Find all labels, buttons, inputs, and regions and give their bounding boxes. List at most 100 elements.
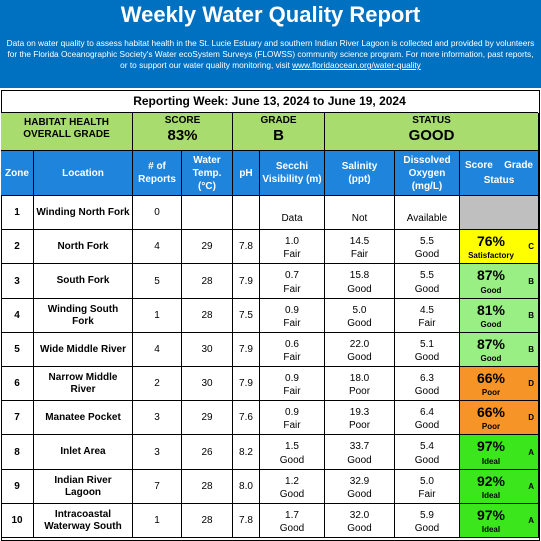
score-label: SCORE — [164, 115, 201, 126]
cell-temp — [182, 196, 233, 230]
col-zone: Zone — [1, 151, 34, 196]
ph-value: 7.9 — [239, 275, 253, 287]
ph-value: 7.5 — [239, 310, 253, 321]
col-score: Score — [465, 160, 493, 171]
cell-location: Indian River Lagoon — [34, 470, 133, 504]
salinity-value: 5.0 — [352, 305, 367, 316]
oxygen-rating: Good — [414, 455, 440, 466]
location-value: Narrow Middle River — [48, 371, 118, 395]
cell-location: Intracoastal Waterway South — [34, 504, 133, 538]
cell-location: North Fork — [34, 230, 133, 264]
cell-zone: 1 — [1, 196, 34, 230]
report-table: Reporting Week: June 13, 2024 to June 19… — [0, 90, 541, 541]
cell-secchi: 0.9 Fair — [260, 299, 325, 333]
cell-ph: 8.0 — [233, 470, 260, 504]
ph-value: 7.9 — [239, 378, 253, 389]
cell-zone: 4 — [1, 299, 34, 333]
cell-salinity: 14.5 Fair — [325, 230, 395, 264]
website-link[interactable]: www.floridaocean.org/water-quality — [292, 60, 421, 70]
reports-value: 4 — [154, 241, 160, 252]
oxygen-rating: Fair — [418, 489, 436, 500]
cell-oxygen: 5.5 Good — [395, 230, 460, 264]
reports-value: 1 — [154, 310, 160, 321]
secchi-value: 1.0 — [285, 236, 299, 247]
cell-salinity: 5.0 Good — [325, 299, 395, 333]
cell-ph: 7.8 — [233, 504, 260, 538]
salinity-rating: Good — [347, 318, 372, 329]
status-badge: 76% Satisfactory C — [460, 230, 539, 264]
cell-location: Manatee Pocket — [34, 401, 133, 435]
status-rating: Ideal — [481, 525, 501, 534]
reports-value: 3 — [154, 412, 160, 423]
grade-value: A — [528, 516, 534, 525]
oxygen-rating: Available — [406, 213, 448, 224]
zone-value: 5 — [14, 344, 20, 355]
ph-value: 8.2 — [239, 446, 253, 458]
secchi-value: 0.6 — [285, 339, 299, 350]
cell-secchi: 0.6 Fair — [260, 333, 325, 367]
grade-value: B — [528, 276, 534, 286]
status-rating: Poor — [481, 388, 501, 397]
cell-temp: 30 — [182, 367, 233, 401]
score-value: 76% — [476, 233, 506, 249]
cell-salinity: Not — [325, 196, 395, 230]
salinity-rating: Fair — [350, 249, 369, 260]
status-badge: 81% Good B — [460, 299, 539, 333]
status-badge: 87% Good B — [460, 264, 539, 299]
location-value: Manatee Pocket — [45, 411, 121, 423]
secchi-rating: Fair — [283, 284, 301, 295]
cell-oxygen: 5.0 Fair — [395, 470, 460, 504]
zone-value: 7 — [14, 412, 20, 423]
cell-secchi: 0.7 Fair — [260, 264, 325, 299]
cell-location: Wide Middle River — [34, 333, 133, 367]
reports-value: 3 — [154, 446, 160, 458]
location-value: Indian River Lagoon — [54, 474, 112, 498]
salinity-value: 33.7 — [349, 441, 370, 452]
col-grade: Grade — [504, 160, 533, 171]
cell-zone: 2 — [1, 230, 34, 264]
col-reports: # of Reports — [133, 151, 182, 196]
cell-oxygen: 5.9 Good — [395, 504, 460, 538]
zone-value: 8 — [14, 446, 20, 458]
temp-value: 29 — [201, 241, 213, 252]
location-value: Inlet Area — [60, 446, 106, 457]
status-label: STATUS — [412, 115, 451, 126]
cell-reports: 3 — [133, 435, 182, 470]
grade-value: A — [528, 482, 534, 491]
zone-value: 4 — [14, 310, 20, 321]
cell-secchi: Data — [260, 196, 325, 230]
cell-location: Winding North Fork — [34, 196, 133, 230]
cell-reports: 5 — [133, 264, 182, 299]
cell-location: Narrow Middle River — [34, 367, 133, 401]
status-rating: Ideal — [481, 491, 501, 500]
status-rating: Satisfactory — [468, 251, 514, 260]
location-value: Intracoastal Waterway South — [44, 508, 122, 532]
location-value: Wide Middle River — [39, 343, 127, 355]
cell-reports: 2 — [133, 367, 182, 401]
cell-reports: 4 — [133, 230, 182, 264]
cell-temp: 30 — [182, 333, 233, 367]
oxygen-value: 5.4 — [420, 441, 434, 452]
grade-value: C — [528, 242, 534, 251]
ph-value: 8.0 — [239, 481, 253, 492]
habitat-health-label: HABITAT HEALTH OVERALL GRADE — [23, 117, 110, 140]
page-title: Weekly Water Quality Report — [120, 2, 421, 27]
grade-value: A — [528, 447, 534, 457]
col-water-temp: Water Temp. (°C) — [182, 151, 233, 196]
oxygen-rating: Good — [414, 352, 440, 363]
status-badge: 97% Ideal A — [460, 504, 539, 538]
col-dissolved-oxygen: Dissolved Oxygen (mg/L) — [395, 151, 460, 196]
cell-ph: 7.9 — [233, 333, 260, 367]
intro-description: Data on water quality to assess habitat … — [6, 38, 535, 70]
temp-value: 30 — [201, 378, 213, 389]
col-secchi: Secchi Visibility (m) — [260, 151, 325, 196]
cell-zone: 7 — [1, 401, 34, 435]
oxygen-rating: Fair — [418, 318, 436, 329]
cell-zone: 3 — [1, 264, 34, 299]
location-value: Winding North Fork — [36, 206, 130, 218]
secchi-rating: Fair — [283, 318, 301, 329]
oxygen-rating: Good — [414, 420, 440, 431]
status-badge: 87% Good B — [460, 333, 539, 367]
oxygen-value: 5.1 — [420, 339, 434, 350]
col-location: Location — [34, 151, 133, 196]
